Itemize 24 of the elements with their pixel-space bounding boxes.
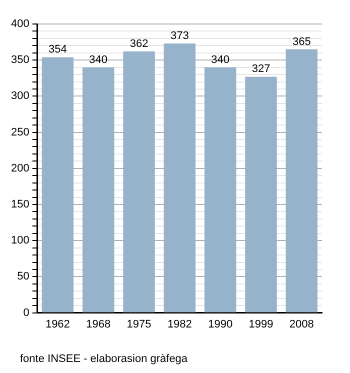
x-tick-label: 1968 — [86, 318, 111, 330]
data-label: 340 — [211, 54, 230, 66]
y-tick-label: 400 — [10, 18, 30, 30]
data-label: 373 — [170, 30, 189, 42]
y-tick-label: 250 — [10, 126, 30, 138]
data-label: 327 — [252, 63, 270, 76]
y-tick-label: 350 — [10, 54, 30, 66]
x-tick-label: 1982 — [167, 318, 192, 330]
y-tick-label: 150 — [10, 198, 30, 211]
x-tick-label: 1999 — [248, 318, 274, 330]
source-note: fonte INSEE - elaborasion gràfega — [20, 353, 188, 365]
x-tick-label: 1990 — [208, 318, 233, 330]
data-label: 354 — [48, 44, 67, 56]
data-label: 365 — [292, 36, 311, 48]
y-tick-label: 0 — [23, 306, 30, 319]
y-tick-label: 200 — [10, 162, 30, 174]
x-tick-label: 1975 — [126, 318, 152, 330]
data-label: 340 — [89, 54, 108, 66]
y-tick-label: 50 — [17, 270, 30, 283]
data-label: 362 — [130, 38, 148, 50]
x-tick-label: 1962 — [45, 318, 70, 330]
y-tick-label: 100 — [10, 234, 30, 247]
y-tick-label: 300 — [10, 90, 30, 102]
x-tick-label: 2008 — [289, 318, 314, 330]
